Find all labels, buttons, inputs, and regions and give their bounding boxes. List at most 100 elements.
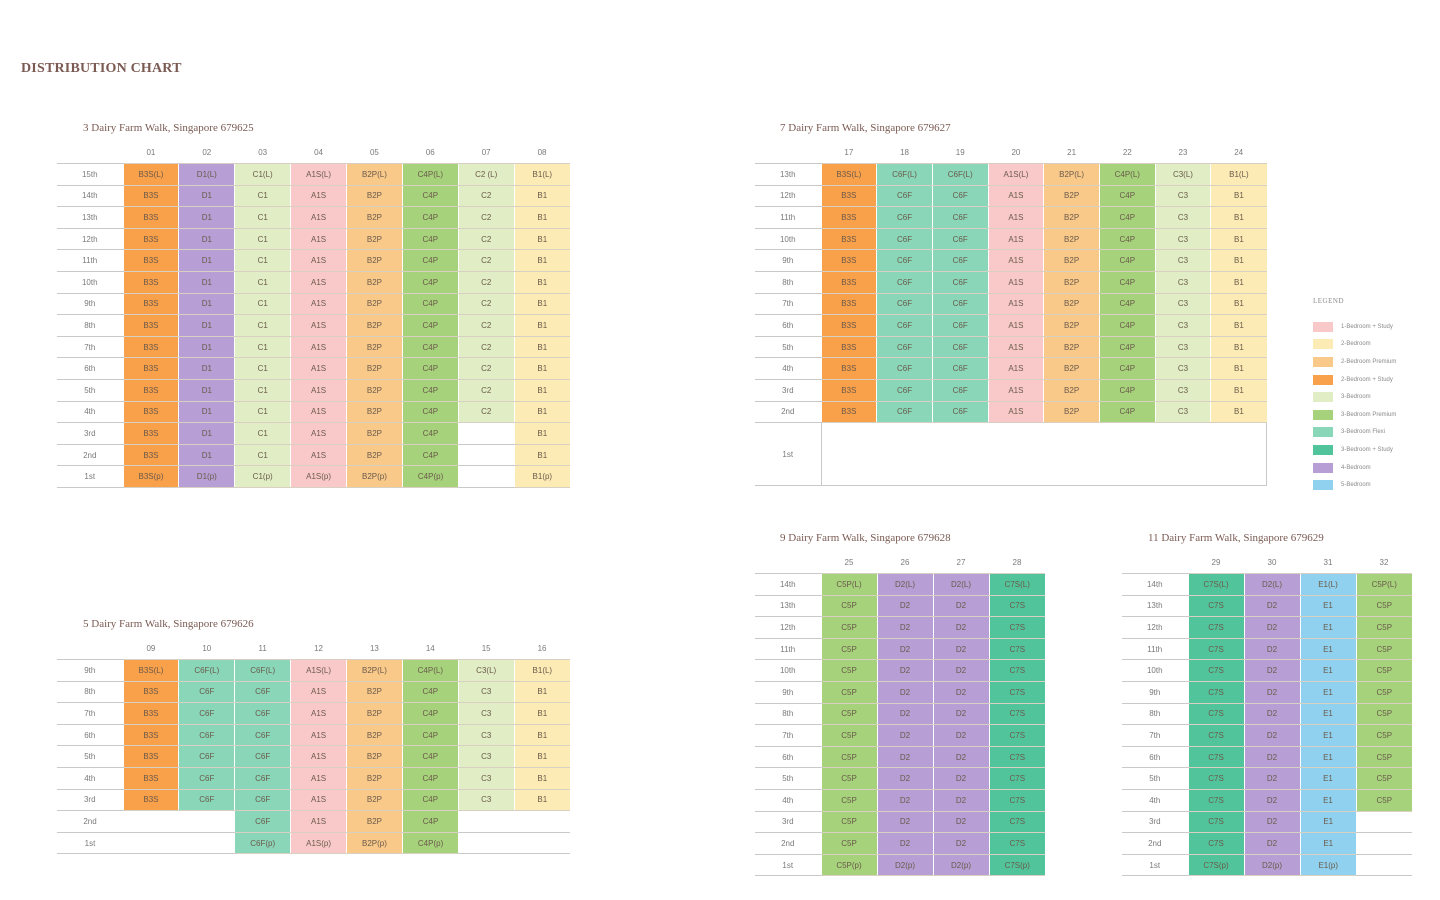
unit-cell: C5P [1355,595,1412,618]
unit-cell: A1S [290,293,347,316]
legend-swatch [1313,321,1333,332]
unit-cell: D2 [1243,811,1300,834]
unit-cell: C4P [401,724,459,747]
floor-row: 12th B3S D1 C1 A1S B2P C4P C2 B1 [57,228,570,251]
unit-cell: D1 [178,314,235,337]
unit-cell: B2P [1043,336,1100,359]
unit-cell: C4P [1098,357,1156,380]
unit-cell: D2(p) [1243,854,1300,877]
unit-cell: C5P [820,767,877,790]
unit-cell: B3S [820,401,877,424]
floor-label: 8th [755,703,821,726]
floor-label: 6th [755,746,821,769]
unit-cell: D2 [876,703,933,726]
unit-cell: B3S [122,724,179,747]
unit-cell: B3S [820,185,877,208]
floor-row: 13th C7S D2 E1 C5P [1122,595,1412,618]
unit-cell: C7S [1187,703,1244,726]
unit-cell: D2 [1243,746,1300,769]
unit-cell: B2P [1043,401,1100,424]
unit-cell: C1 [234,206,291,229]
unit-cell: D1 [178,401,235,424]
legend-swatch [1313,480,1333,491]
unit-cell: C6F [178,681,235,704]
unit-cell: C5P [820,681,877,704]
unit-cell: C4P [401,271,459,294]
unit-cell: C5P [820,746,877,769]
legend-item: 3-Bedroom Flexi [1313,424,1396,442]
unit-cell: A1S [290,314,347,337]
floor-row: 2nd C6F A1S B2P C4P [57,810,570,833]
unit-cell: B1 [1210,357,1267,380]
unit-cell: A1S [290,767,347,790]
legend: LEGEND 1-Bedroom + Study 2-Bedroom 2-Bedro… [1313,297,1396,494]
unit-cell: A1S [987,336,1044,359]
floor-row: 8th C5P D2 D2 C7S [755,703,1045,726]
floor-label: 4th [755,789,821,812]
empty-unit-cell [458,444,515,467]
unit-cell: C7S [988,832,1045,855]
unit-cell: C1 [234,293,291,316]
unit-cell: C4P [1098,228,1156,251]
unit-cell: B3S [122,336,179,359]
unit-cell: C3 [457,702,515,725]
floor-label: 7th [755,293,821,316]
unit-cell: D1 [178,422,235,445]
unit-column-header: 27 [956,558,966,567]
corner-cell [1122,552,1188,574]
unit-cell: C6F(p) [234,832,291,855]
block-title-5: 5 Dairy Farm Walk, Singapore 679626 [83,618,254,630]
empty-unit-cell [458,832,515,855]
unit-cell: C4P [401,401,459,424]
unit-cell: C1 [234,271,291,294]
floor-label: 8th [755,271,821,294]
unit-cell: C4P [1098,185,1156,208]
empty-unit-cell [458,810,515,833]
unit-cell: C1(p) [234,465,291,488]
unit-cell: C7S [1187,638,1244,661]
legend-label: 5-Bedroom [1341,482,1371,489]
unit-cell: B3S [122,681,179,704]
unit-column-header: 10 [202,644,212,653]
unit-cell: C6F(L) [876,163,933,186]
unit-cell: D1 [178,336,235,359]
unit-cell: B3S [820,379,877,402]
distribution-table-block-3: 01 02 03 04 05 06 07 08 15th B3S(L) D1(L) C1(L) A1S(… [57,142,570,488]
floor-row: 4th B3S C6F C6F A1S B2P C4P C3 B1 [755,357,1267,380]
unit-cell: C1 [234,249,291,272]
unit-cell: E1 [1299,811,1356,834]
floor-row: 2nd B3S D1 C1 A1S B2P C4P B1 [57,444,570,467]
floor-label: 11th [755,206,821,229]
floor-row: 6th B3S C6F C6F A1S B2P C4P C3 B1 [755,314,1267,337]
unit-cell: A1S [987,249,1044,272]
legend-item: 4-Bedroom [1313,459,1396,477]
unit-cell: C2 [457,228,515,251]
floor-label: 1st [1122,854,1188,877]
unit-cell: C4P(L) [401,659,459,682]
legend-label: 3-Bedroom Flexi [1341,429,1386,436]
unit-cell: D2 [876,595,933,618]
floor-label: 14th [755,573,821,596]
unit-cell: C5P(p) [820,854,877,877]
floor-row: 6th C5P D2 D2 C7S [755,746,1045,769]
unit-cell: C7S [988,811,1045,834]
unit-cell: C7S [1187,832,1244,855]
unit-cell: C7S [1187,595,1244,618]
floor-label: 8th [57,681,123,704]
unit-cell: C6F [876,314,933,337]
floor-label: 12th [755,616,821,639]
unit-cell: C4P [1098,401,1156,424]
floor-row: 11th C5P D2 D2 C7S [755,638,1045,661]
floor-row: 12th C7S D2 E1 C5P [1122,616,1412,639]
unit-cell: E1 [1299,746,1356,769]
legend-label: 2-Bedroom + Study [1341,376,1393,383]
unit-cell: A1S [290,228,347,251]
unit-cell: D1 [178,271,235,294]
unit-cell: C5P [820,724,877,747]
unit-cell: A1S [290,810,347,833]
unit-cell: C3 [1154,401,1211,424]
unit-cell: D2 [932,616,989,639]
unit-cell: C7S [1187,616,1244,639]
unit-cell: B1 [513,422,570,445]
floor-label: 2nd [755,401,821,424]
